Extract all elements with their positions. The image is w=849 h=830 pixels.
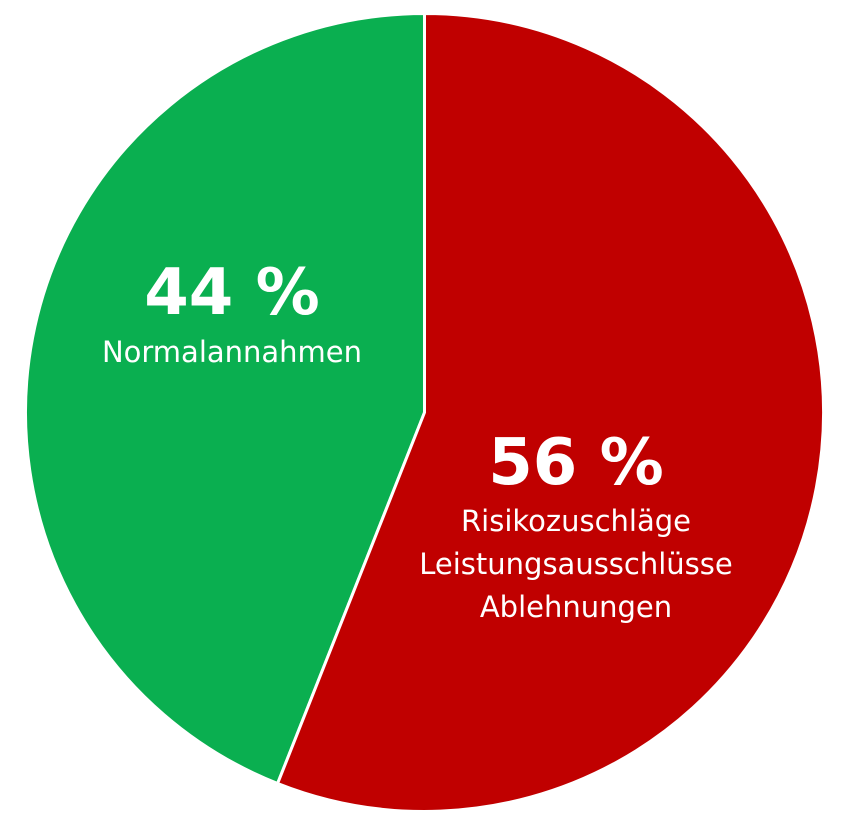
slice-risk-category-label-3: Ablehnungen (480, 590, 672, 624)
slice-risk-category-label-1: Risikozuschläge (461, 504, 691, 538)
slice-normalannahmen-category-label: Normalannahmen (102, 335, 362, 369)
slice-normalannahmen (24, 12, 426, 785)
pie-labels: 44 % Normalannahmen 56 % Risikozuschläge… (102, 256, 733, 624)
slice-risikozuschlaege (276, 12, 826, 813)
slice-risk-category-label-2: Leistungsausschlüsse (419, 547, 733, 581)
slice-risk-value-label: 56 % (488, 426, 663, 500)
slice-normalannahmen-value-label: 44 % (144, 256, 319, 330)
pie-slices (24, 12, 826, 813)
